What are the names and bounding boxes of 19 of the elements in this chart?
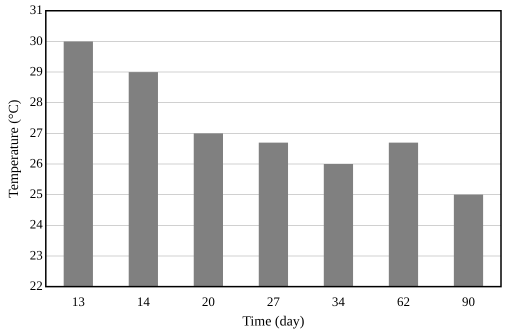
y-tick-label: 27 xyxy=(30,124,44,140)
y-tick-label: 29 xyxy=(30,64,43,79)
x-tick-label: 20 xyxy=(202,294,215,309)
x-axis-title: Time (day) xyxy=(242,314,305,330)
y-tick-label: 28 xyxy=(30,94,43,110)
x-tick-label: 27 xyxy=(266,294,280,309)
y-tick-label: 24 xyxy=(30,216,44,232)
y-tick-label: 31 xyxy=(30,2,43,18)
y-tick-label: 25 xyxy=(30,186,43,202)
y-tick-label: 22 xyxy=(30,278,43,294)
y-tick-label: 26 xyxy=(30,155,44,170)
x-tick-label: 14 xyxy=(136,294,150,309)
y-tick-label: 23 xyxy=(30,247,43,262)
x-tick-label: 34 xyxy=(332,294,346,309)
x-tick-label: 62 xyxy=(396,294,410,309)
x-tick-label: 90 xyxy=(462,294,475,309)
y-tick-label: 30 xyxy=(30,32,43,48)
x-tick-label: 13 xyxy=(72,294,85,309)
y-axis-title: Temperature (°C) xyxy=(7,99,22,198)
